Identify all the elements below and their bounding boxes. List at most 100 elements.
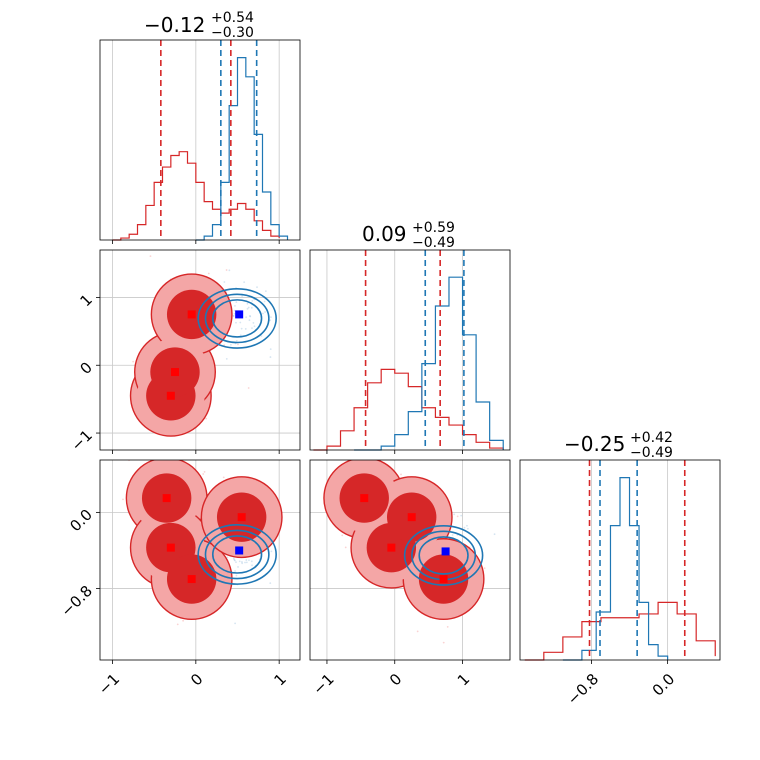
- panel-frame: [309, 249, 511, 451]
- blue-sample-dot: [250, 306, 253, 309]
- title-2-lower: −0.49: [412, 235, 455, 251]
- blue-sample-dot: [243, 281, 246, 284]
- x-tick-label: −1: [95, 670, 123, 698]
- red-sample-dot: [344, 546, 347, 549]
- red-mode-marker: [407, 513, 416, 522]
- blue-sample-dot: [451, 534, 454, 536]
- blue-sample-dot: [233, 558, 236, 561]
- red-sample-dot: [207, 272, 210, 275]
- red-mode-marker: [237, 513, 246, 522]
- blue-histogram: [195, 57, 289, 241]
- blue-histogram: [354, 276, 504, 451]
- blue-contour: [204, 293, 270, 344]
- y-tick-label: −1: [68, 426, 96, 454]
- blue-mode-marker: [235, 546, 244, 555]
- red-sample-dot: [456, 515, 459, 518]
- red-sample-dot: [341, 534, 344, 537]
- blue-sample-dot: [251, 327, 253, 330]
- red-sample-dot: [180, 247, 182, 249]
- title-param-1: −0.12 +0.54 −0.30: [144, 10, 254, 41]
- red-sample-dot: [225, 269, 228, 271]
- blue-sample-dot: [253, 325, 256, 328]
- blue-sample-dot: [256, 286, 258, 289]
- blue-contour: [418, 536, 469, 575]
- panel-frame: [99, 39, 301, 241]
- blue-mode-marker: [441, 547, 450, 556]
- red-mode-marker: [166, 391, 175, 400]
- blue-sample-dot: [235, 561, 237, 564]
- title-2-upper: +0.59: [412, 220, 455, 236]
- red-sample-dot: [203, 470, 206, 473]
- y-tick-label: 0.0: [66, 506, 96, 536]
- blue-histogram: [562, 477, 669, 661]
- blue-sample-dot: [269, 356, 272, 358]
- blue-sample-dot: [223, 281, 226, 283]
- blue-sample-dot: [269, 582, 272, 585]
- panel-frame: [99, 249, 301, 451]
- blue-sample-dot: [233, 309, 236, 312]
- contour-panel-1: −1 0 1: [68, 247, 301, 455]
- blue-contour: [211, 299, 263, 338]
- red-sample-dot: [132, 360, 135, 363]
- blue-sample-dot: [248, 559, 250, 562]
- red-sample-dot: [176, 623, 179, 626]
- blue-sample-dot: [225, 357, 228, 360]
- y-tick-label: 1: [77, 291, 96, 310]
- blue-sample-dot: [241, 562, 244, 565]
- x-tick-label: −1: [309, 670, 337, 698]
- blue-sample-dot: [248, 319, 251, 322]
- blue-sample-dot: [263, 300, 266, 303]
- blue-sample-dot: [240, 327, 243, 330]
- red-sample-dot: [446, 625, 449, 628]
- panel-frame: [519, 459, 721, 661]
- blue-sample-dot: [246, 302, 249, 305]
- blue-sample-dot: [244, 561, 246, 564]
- blue-sample-dot: [249, 314, 251, 317]
- blue-sample-dot: [233, 312, 236, 315]
- blue-sample-dot: [234, 304, 236, 307]
- blue-sample-dot: [262, 312, 264, 315]
- blue-contour: [197, 524, 277, 585]
- x-tick-label: 1: [454, 670, 473, 689]
- red-mode-marker: [360, 494, 369, 503]
- panel-frame: [99, 459, 301, 661]
- blue-sample-dot: [269, 319, 272, 322]
- panel-content: [100, 247, 300, 450]
- title-param-3: −0.25 +0.42 −0.49: [564, 430, 673, 461]
- blue-sample-dot: [234, 559, 236, 562]
- title-3-upper: +0.42: [630, 430, 673, 446]
- red-sample-dot: [237, 343, 239, 346]
- blue-sample-dot: [270, 316, 272, 319]
- blue-sample-dot: [245, 559, 248, 561]
- blue-sample-dot: [234, 570, 236, 572]
- red-sample-dot: [442, 641, 445, 644]
- red-sample-dot: [222, 476, 225, 479]
- blue-sample-dot: [232, 314, 235, 317]
- red-mode-marker: [439, 575, 448, 584]
- title-1-lower: −0.30: [211, 25, 254, 41]
- blue-sample-dot: [245, 316, 248, 319]
- red-mode-marker: [171, 368, 179, 377]
- red-sample-dot: [205, 417, 208, 420]
- red-histogram: [112, 151, 280, 241]
- red-histogram: [313, 368, 504, 451]
- blue-sample-dot: [230, 343, 232, 346]
- blue-sample-dot: [239, 321, 242, 324]
- blue-sample-dot: [466, 527, 469, 530]
- blue-sample-dot: [244, 328, 247, 330]
- x-tick-label: 0: [386, 670, 405, 689]
- blue-sample-dot: [249, 315, 252, 318]
- red-mode-marker: [187, 310, 196, 319]
- blue-mode-marker: [235, 310, 244, 319]
- blue-sample-dot: [245, 561, 248, 564]
- blue-sample-dot: [252, 322, 255, 324]
- blue-sample-dot: [235, 574, 238, 577]
- histogram-panel-2: [309, 249, 511, 454]
- blue-sample-dot: [235, 340, 238, 342]
- histogram-panel-3: [519, 459, 721, 664]
- contour-panel-2: −0.8 0.0: [58, 459, 301, 664]
- blue-sample-dot: [460, 514, 463, 517]
- blue-contour: [211, 535, 263, 574]
- red-sample-dot: [483, 567, 486, 570]
